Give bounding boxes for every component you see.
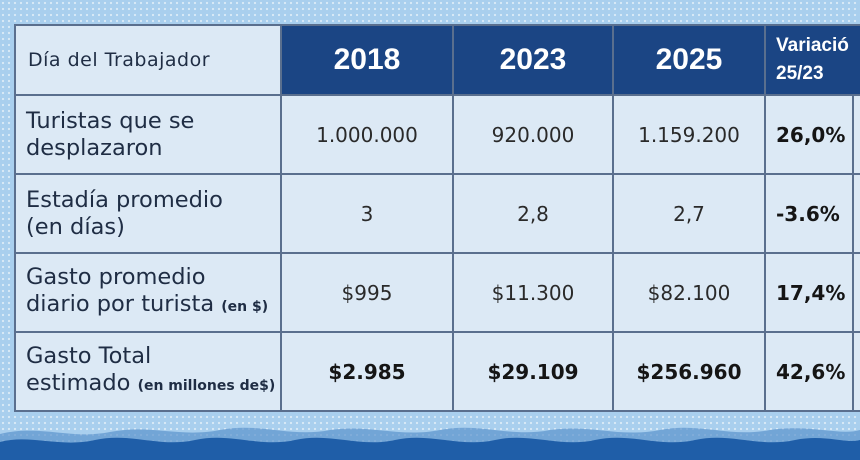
cell-value: 1.000.000 <box>280 94 454 175</box>
row-label-note: (en $) <box>221 299 269 315</box>
row-label-line1: Turistas que se <box>26 107 195 134</box>
cell-value: 920.000 <box>452 94 614 175</box>
wave-decoration <box>0 427 860 460</box>
cell-value: $82.100 <box>612 252 766 333</box>
variation-header: Variació 25/23 <box>763 24 860 96</box>
row-label-total-spend: Gasto Total estimado (en millones de$) <box>14 331 282 412</box>
row-label-line2: diario por turista <box>26 291 215 317</box>
year-header-2025: 2025 <box>612 24 766 96</box>
variation-header-line1: Variació <box>776 35 849 56</box>
table-row: Gasto Total estimado (en millones de$) $… <box>14 331 860 412</box>
row-label-stay: Estadía promedio (en días) <box>14 173 282 254</box>
wave-front-shape <box>0 437 860 460</box>
year-header-2023: 2023 <box>452 24 614 96</box>
row-label-line1: Estadía promedio <box>26 186 223 213</box>
cell-value: $256.960 <box>612 331 766 412</box>
cell-value: $11.300 <box>452 252 614 333</box>
year-header-2018: 2018 <box>280 24 454 96</box>
row-label-line1: Gasto Total <box>26 343 152 369</box>
cell-value: 3 <box>280 173 454 254</box>
row-label-line1: Gasto promedio <box>26 264 206 290</box>
cell-variation: 26,0% <box>764 94 854 175</box>
cell-variation: 42,6% <box>764 331 854 412</box>
header-row: Día del Trabajador 2018 2023 2025 Variac… <box>14 24 860 96</box>
row-label-tourists: Turistas que se desplazaron <box>14 94 282 175</box>
cell-value: $2.985 <box>280 331 454 412</box>
cell-value: 1.159.200 <box>612 94 766 175</box>
cell-variation: -3.6% <box>764 173 854 254</box>
cell-value: 2,8 <box>452 173 614 254</box>
tourism-table: Día del Trabajador 2018 2023 2025 Variac… <box>14 24 860 412</box>
table-row: Turistas que se desplazaron 1.000.000 92… <box>14 94 860 175</box>
corner-label: Día del Trabajador <box>14 24 282 96</box>
data-table-container: Día del Trabajador 2018 2023 2025 Variac… <box>14 24 860 412</box>
cell-extra: - <box>851 173 860 254</box>
cell-extra <box>851 331 860 412</box>
row-label-line2: estimado <box>26 370 131 396</box>
cell-extra <box>851 252 860 333</box>
variation-header-line2: 25/23 <box>776 63 824 84</box>
cell-extra: 2 <box>851 94 860 175</box>
row-label-daily-spend: Gasto promedio diario por turista (en $) <box>14 252 282 333</box>
row-label-line2: desplazaron <box>26 134 163 161</box>
cell-value: $995 <box>280 252 454 333</box>
table-row: Estadía promedio (en días) 3 2,8 2,7 -3.… <box>14 173 860 254</box>
cell-value: $29.109 <box>452 331 614 412</box>
cell-variation: 17,4% <box>764 252 854 333</box>
cell-value: 2,7 <box>612 173 766 254</box>
table-row: Gasto promedio diario por turista (en $)… <box>14 252 860 333</box>
row-label-line2: (en días) <box>26 213 125 240</box>
row-label-note: (en millones de$) <box>137 378 276 394</box>
